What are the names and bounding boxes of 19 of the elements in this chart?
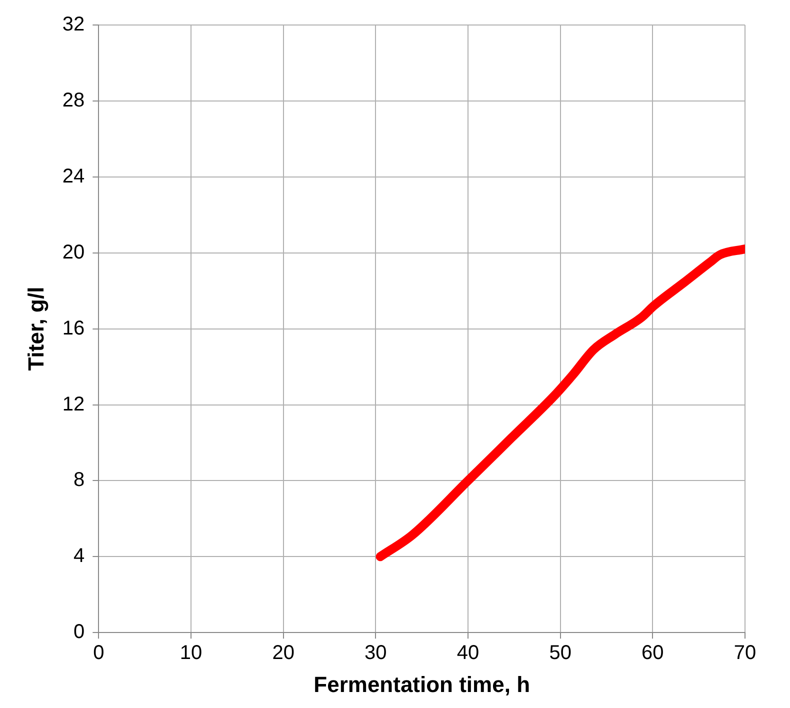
x-tick-label: 70 xyxy=(734,642,756,664)
y-tick-label: 8 xyxy=(74,469,85,492)
x-tick-label: 20 xyxy=(272,642,294,664)
x-tick-label: 10 xyxy=(180,642,202,664)
x-axis-title: Fermentation time, h xyxy=(314,672,530,697)
y-tick-label: 24 xyxy=(62,165,85,188)
x-tick-label: 30 xyxy=(364,642,387,664)
y-tick-label: 0 xyxy=(74,621,85,644)
x-tick-label: 40 xyxy=(456,642,480,664)
y-axis-title: Titer, g/l xyxy=(23,286,48,371)
x-tick-label: 0 xyxy=(93,642,104,664)
y-tick-label: 12 xyxy=(62,393,85,416)
y-tick-label: 4 xyxy=(74,545,85,568)
y-tick-label: 20 xyxy=(62,241,85,264)
x-tick-label: 50 xyxy=(549,642,572,664)
y-tick-label: 16 xyxy=(62,317,85,340)
y-tick-label: 32 xyxy=(62,14,85,36)
x-tick-label: 60 xyxy=(642,642,664,664)
y-tick-label: 28 xyxy=(62,89,85,112)
